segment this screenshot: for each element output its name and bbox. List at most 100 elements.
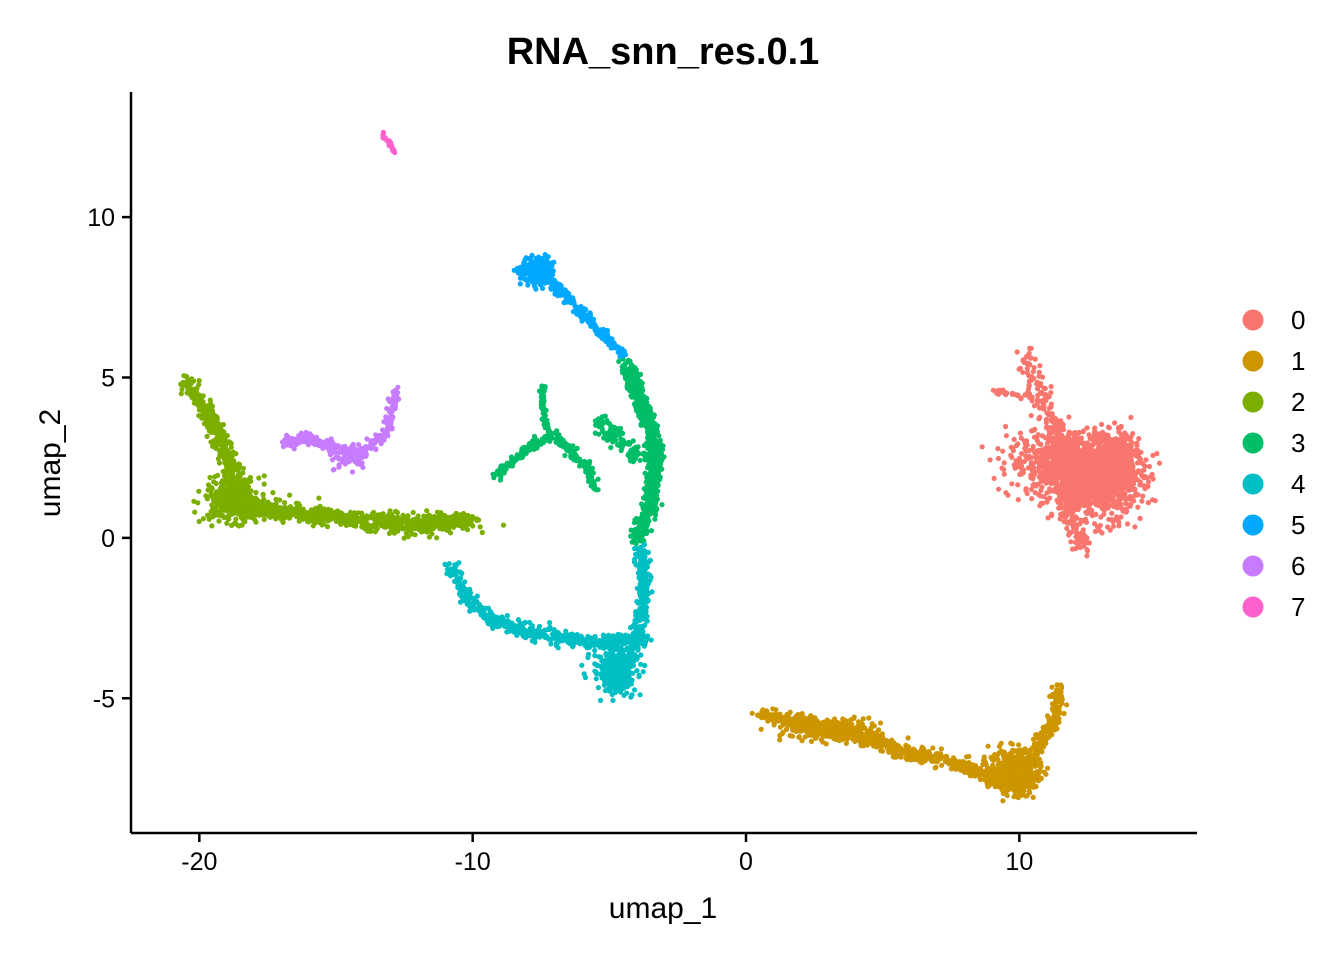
cell-point bbox=[1037, 414, 1043, 420]
cell-point bbox=[1132, 486, 1138, 492]
cell-point bbox=[1018, 757, 1024, 763]
cell-point bbox=[1003, 423, 1009, 430]
cell-point bbox=[1030, 443, 1036, 449]
cell-point bbox=[1019, 784, 1026, 790]
cell-point bbox=[1034, 742, 1041, 748]
cell-point bbox=[1002, 765, 1008, 772]
cell-point bbox=[1043, 398, 1049, 404]
cell-point bbox=[1109, 510, 1115, 516]
cell-point bbox=[962, 760, 968, 767]
cell-point bbox=[1036, 373, 1042, 379]
cell-point bbox=[1079, 465, 1085, 471]
cell-point bbox=[1068, 500, 1074, 506]
cell-point bbox=[1014, 349, 1020, 355]
cell-point bbox=[903, 755, 909, 761]
cell-point bbox=[1027, 362, 1033, 368]
cell-point bbox=[987, 457, 993, 463]
cell-point bbox=[1054, 710, 1060, 716]
cell-point bbox=[889, 737, 895, 743]
cell-point bbox=[1102, 432, 1108, 438]
cell-point bbox=[1073, 465, 1079, 471]
cell-point bbox=[1028, 486, 1035, 492]
cell-point bbox=[1080, 532, 1086, 538]
scatter-points bbox=[178, 129, 1163, 804]
cell-point bbox=[204, 433, 210, 439]
cell-point bbox=[1097, 492, 1103, 498]
cell-point bbox=[1052, 715, 1058, 722]
cell-point bbox=[1098, 477, 1104, 483]
cell-point bbox=[1012, 761, 1018, 767]
cell-point bbox=[1125, 435, 1131, 441]
cell-point bbox=[314, 509, 320, 515]
cell-point bbox=[1001, 471, 1007, 477]
cell-point bbox=[1041, 385, 1047, 391]
cell-point bbox=[195, 392, 201, 398]
cell-point bbox=[818, 721, 825, 727]
cell-point bbox=[185, 377, 191, 383]
cell-point bbox=[179, 386, 185, 393]
cell-point bbox=[1011, 786, 1018, 792]
cell-point bbox=[1060, 427, 1066, 433]
cell-point bbox=[1059, 512, 1065, 518]
cell-point bbox=[1009, 741, 1016, 747]
cell-point bbox=[1037, 405, 1043, 411]
cell-point bbox=[1029, 398, 1035, 404]
cell-point bbox=[1092, 528, 1098, 535]
cell-point bbox=[184, 382, 190, 388]
cell-point bbox=[1011, 794, 1017, 800]
cell-point bbox=[401, 535, 407, 541]
cell-point bbox=[1058, 455, 1064, 461]
cell-point bbox=[1141, 475, 1147, 481]
cell-point bbox=[1002, 771, 1008, 778]
cell-point bbox=[1076, 429, 1082, 436]
cell-point bbox=[388, 520, 394, 527]
cell-point bbox=[1090, 435, 1096, 441]
cell-point bbox=[1054, 687, 1060, 693]
cell-point bbox=[990, 387, 997, 393]
cell-point bbox=[1031, 469, 1038, 475]
cell-point bbox=[1110, 497, 1116, 503]
cell-point bbox=[843, 733, 849, 739]
cell-point bbox=[210, 410, 216, 416]
cell-point bbox=[982, 770, 989, 776]
cell-point bbox=[1108, 474, 1114, 480]
cell-point bbox=[1039, 390, 1045, 397]
cell-point bbox=[277, 497, 283, 503]
cell-point bbox=[1082, 443, 1088, 449]
cluster-1-points bbox=[749, 682, 1070, 804]
cell-point bbox=[1061, 479, 1067, 485]
cell-point bbox=[1028, 768, 1034, 774]
cell-point bbox=[218, 431, 224, 437]
cell-point bbox=[776, 717, 782, 723]
cell-point bbox=[1124, 444, 1130, 450]
cell-point bbox=[178, 381, 184, 387]
cell-point bbox=[1038, 380, 1044, 387]
cell-point bbox=[1028, 355, 1034, 361]
cell-point bbox=[1015, 769, 1021, 775]
cell-point bbox=[1066, 520, 1072, 526]
cell-point bbox=[1129, 495, 1136, 501]
cell-point bbox=[223, 448, 229, 454]
cell-point bbox=[421, 523, 427, 529]
cell-point bbox=[1039, 456, 1045, 462]
cell-point bbox=[833, 719, 839, 725]
cell-point bbox=[1089, 448, 1096, 454]
cell-point bbox=[1045, 515, 1051, 521]
cell-point bbox=[386, 530, 392, 537]
cell-point bbox=[1105, 501, 1111, 507]
cell-point bbox=[982, 777, 988, 783]
cell-point bbox=[302, 509, 308, 515]
cell-point bbox=[1020, 369, 1026, 375]
cell-point bbox=[987, 773, 993, 779]
cell-point bbox=[877, 720, 884, 726]
cell-point bbox=[803, 717, 809, 723]
cell-point bbox=[980, 761, 986, 768]
cell-point bbox=[1006, 786, 1013, 792]
cell-point bbox=[1032, 356, 1038, 362]
cell-point bbox=[1015, 753, 1021, 759]
cell-point bbox=[856, 731, 863, 738]
cell-point bbox=[814, 732, 820, 738]
cell-point bbox=[1026, 350, 1032, 356]
cell-point bbox=[1127, 479, 1133, 485]
